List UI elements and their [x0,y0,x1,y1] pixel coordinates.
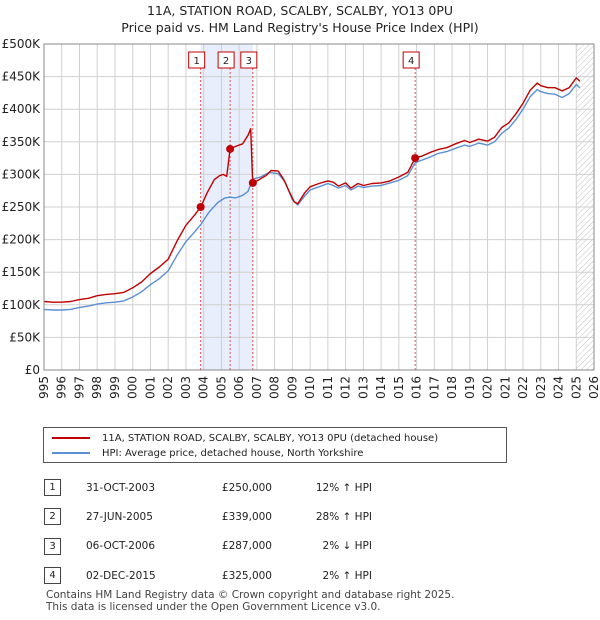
x-tick-label: 2011 [321,376,335,400]
sale-price: £339,000 [221,510,272,523]
x-tick-label: 2020 [481,376,495,400]
sale-date: 27-JUN-2005 [86,510,153,523]
property-price-line [43,77,581,303]
x-tick-label: 1996 [55,376,69,400]
x-tick-label: 2016 [410,376,424,400]
x-tick-label: 2013 [356,376,370,400]
table-row: 1 31-OCT-2003 £250,000 12% ↑ HPI [44,473,372,502]
sale-number-badge: 2 [44,508,61,526]
x-tick-label: 2021 [498,376,512,400]
footer-line-1: Contains HM Land Registry data © Crown c… [46,589,455,601]
x-tick-label: 2019 [463,376,477,400]
x-tick-label: 1999 [108,376,122,400]
x-tick-label: 2001 [143,376,157,400]
sale-point [226,144,235,153]
sale-number-box [188,51,206,69]
sale-number-badge: 4 [44,567,61,585]
price-chart: £0 £50K £100K £150K £200K £250K £300K £350K £400… [2,37,600,400]
sale-point [248,178,257,187]
sale-hpi-diff: 12% ↑ HPI [315,481,372,494]
table-row: 3 06-OCT-2006 £287,000 2% ↓ HPI [44,532,372,561]
sale-number-box [402,51,420,69]
x-tick-label: 2002 [161,376,175,400]
x-tick-label: 2018 [445,376,459,400]
y-tick-label: £200K [2,233,42,247]
x-tick-label: 2000 [126,376,140,400]
legend-entry-hpi: HPI: Average price, detached house, Nort… [52,446,363,460]
x-tick-label: 2010 [303,376,317,400]
footer-credits: Contains HM Land Registry data © Crown c… [46,589,454,613]
sale-number-label: 3 [246,56,252,67]
x-tick-label: 2004 [197,376,211,400]
sale-number-label: 4 [408,56,414,67]
y-tick-label: £100K [2,298,42,312]
legend-swatch-hpi [52,452,90,454]
x-tick-label: 2022 [516,376,530,400]
legend-label-hpi: HPI: Average price, detached house, Nort… [102,447,364,459]
x-tick-label: 2024 [552,376,566,400]
title-line-2: Price paid vs. HM Land Registry's House … [121,20,479,35]
y-tick-label: £350K [2,135,42,149]
y-tick-label: £50K [9,330,41,344]
hpi-line [43,83,581,311]
y-tick-label: £300K [2,167,42,181]
sale-price: £250,000 [221,481,272,494]
table-row: 2 27-JUN-2005 £339,000 28% ↑ HPI [44,502,372,531]
x-tick-label: 2008 [268,376,282,400]
sale-number-label: 2 [223,56,229,67]
x-tick-label: 2014 [374,376,388,400]
x-tick-label: 2017 [427,376,441,400]
sale-point [411,154,420,163]
x-tick-label: 2003 [179,376,193,400]
chart-legend: 11A, STATION ROAD, SCALBY, SCALBY, YO13 … [43,427,507,463]
sale-point [196,203,205,211]
chart-title: 11A, STATION ROAD, SCALBY, SCALBY, YO13 … [0,2,600,36]
sale-hpi-diff: 2% ↑ HPI [322,569,372,582]
sale-number-badge: 3 [44,537,61,555]
x-tick-label: 2015 [392,376,406,400]
y-tick-label: £250K [2,200,42,214]
sale-number-label: 1 [193,56,199,67]
sale-number-box [240,51,258,69]
sale-date: 02-DEC-2015 [86,569,156,582]
y-tick-label: £500K [2,37,42,51]
table-row: 4 02-DEC-2015 £325,000 2% ↑ HPI [44,561,372,590]
x-tick-label: 1998 [90,376,104,400]
x-tick-label: 1995 [37,376,51,400]
x-tick-label: 2007 [250,376,264,400]
x-tick-label: 2012 [339,376,353,400]
sale-hpi-diff: 28% ↑ HPI [315,510,372,523]
x-tick-label: 2006 [232,376,246,400]
legend-label-property: 11A, STATION ROAD, SCALBY, SCALBY, YO13 … [102,432,439,444]
title-line-1: 11A, STATION ROAD, SCALBY, SCALBY, YO13 … [146,3,454,18]
sale-date: 06-OCT-2006 [86,540,155,553]
y-tick-label: £450K [2,70,42,84]
y-tick-label: £400K [2,102,42,116]
sale-date: 31-OCT-2003 [86,481,155,494]
sale-number-box [217,51,235,69]
x-tick-label: 2005 [214,376,228,400]
legend-entry-property: 11A, STATION ROAD, SCALBY, SCALBY, YO13 … [52,431,438,445]
footer-line-2: This data is licensed under the Open Gov… [46,601,381,613]
sale-number-badge: 1 [44,479,61,497]
sale-price: £325,000 [221,569,272,582]
x-tick-label: 2009 [285,376,299,400]
sale-price: £287,000 [221,540,272,553]
plot-border [43,43,595,371]
sale-hpi-diff: 2% ↓ HPI [322,540,372,553]
legend-swatch-property [52,437,90,439]
x-tick-label: 2023 [534,376,548,400]
sales-table: 1 31-OCT-2003 £250,000 12% ↑ HPI 2 27-JU… [44,473,372,590]
x-tick-label: 2025 [569,376,583,400]
x-tick-label: 2026 [587,376,600,400]
y-tick-label: £0 [25,363,40,377]
x-tick-label: 1997 [72,376,86,400]
y-tick-label: £150K [2,265,42,279]
